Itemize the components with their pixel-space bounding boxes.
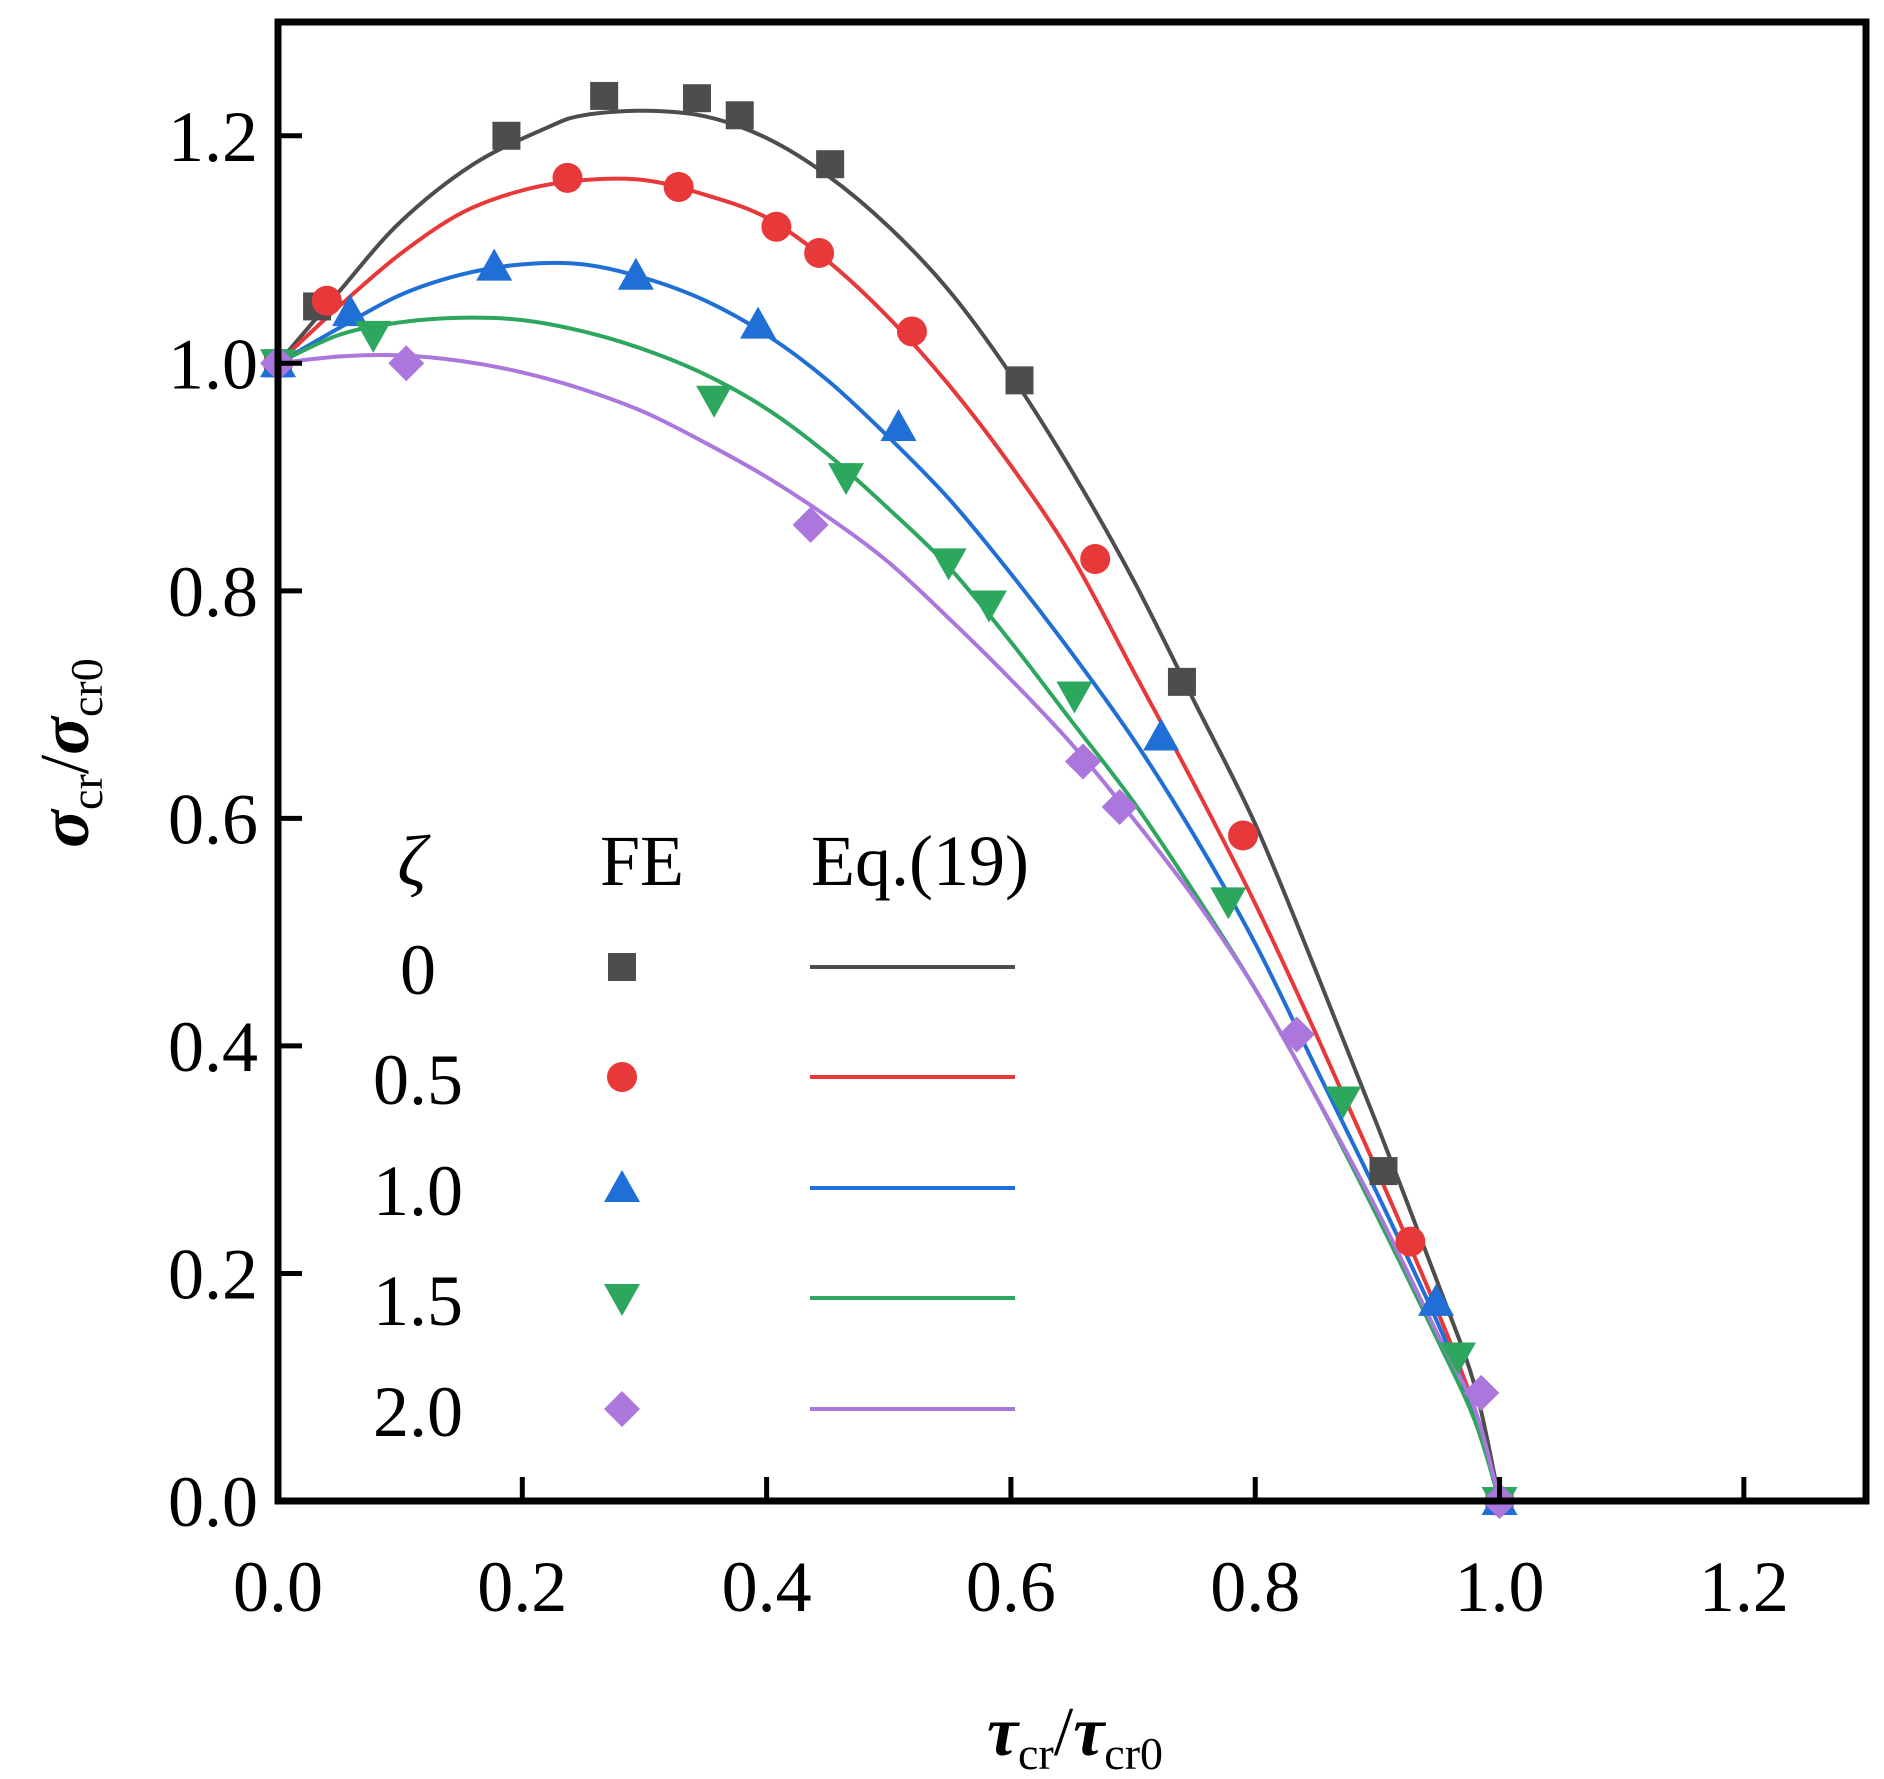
- y-tick-label: 0.6: [168, 779, 258, 859]
- fe-point-zeta-2.0: [792, 506, 829, 543]
- axis-ticks: 0.0 0.2 0.4 0.6 0.8 1.0 1.2 0.0 0.2 0.4 0.6 0.8 1.0 1…: [168, 97, 1789, 1627]
- fe-point-zeta-2.0: [1463, 1374, 1500, 1411]
- fe-point-zeta-0.5: [1228, 820, 1259, 851]
- y-axis-label-main2: σ: [27, 715, 104, 755]
- fe-point-zeta-0.5: [311, 285, 342, 316]
- fe-point-zeta-1.0: [332, 294, 369, 327]
- x-axis-label: τcr/τcr0: [987, 1694, 1163, 1779]
- legend-marker: [608, 953, 636, 981]
- legend-header-eq: Eq.(19): [811, 821, 1029, 901]
- fe-point-zeta-2.0: [1278, 1016, 1315, 1053]
- legend-label: 1.0: [373, 1151, 463, 1231]
- fe-point-zeta-1.5: [696, 385, 733, 418]
- y-tick-label: 0.4: [168, 1007, 258, 1087]
- fe-point-zeta-1.5: [1440, 1342, 1477, 1375]
- fe-point-zeta-0.5: [896, 316, 927, 347]
- legend-label: 2.0: [373, 1372, 463, 1452]
- legend-marker: [604, 1391, 640, 1427]
- legend-label: 0.5: [373, 1040, 463, 1120]
- x-tick-label: 0.0: [233, 1547, 323, 1627]
- x-tick-label: 0.6: [966, 1547, 1056, 1627]
- y-tick-label: 1.0: [168, 324, 258, 404]
- fe-point-zeta-1.0: [1143, 718, 1180, 751]
- fe-point-zeta-0: [1369, 1157, 1398, 1186]
- legend-label: 0: [400, 930, 436, 1010]
- fe-point-zeta-0: [682, 84, 711, 113]
- fe-point-zeta-1.5: [1056, 681, 1093, 714]
- legend-rows: 0 0.5 1.0 1.5 2.0: [373, 930, 1015, 1452]
- fe-point-zeta-0: [725, 101, 754, 130]
- y-axis-label-sub: cr: [61, 774, 112, 810]
- fe-point-zeta-1.0: [880, 409, 917, 442]
- x-tick-label: 0.8: [1210, 1547, 1300, 1627]
- legend-marker: [607, 1062, 637, 1092]
- fe-point-zeta-0.5: [1080, 543, 1111, 574]
- fe-point-zeta-0: [1167, 667, 1196, 696]
- fe-point-zeta-1.0: [740, 306, 777, 339]
- y-tick-label: 0.2: [168, 1234, 258, 1314]
- fit-curves: [276, 108, 1502, 1502]
- fe-point-zeta-0.5: [804, 237, 835, 268]
- y-tick-label: 1.2: [168, 97, 258, 177]
- fe-point-zeta-1.5: [930, 548, 967, 581]
- x-tick-label: 1.2: [1699, 1547, 1789, 1627]
- x-axis-label-sub2: cr0: [1104, 1728, 1163, 1779]
- curve-zeta-1.0: [276, 260, 1502, 1502]
- x-axis-label-main2: τ: [1073, 1694, 1106, 1771]
- y-tick-label: 0.8: [168, 552, 258, 632]
- fe-point-zeta-1.0: [1418, 1283, 1455, 1316]
- fe-point-zeta-0.5: [663, 171, 694, 202]
- legend-label: 1.5: [373, 1261, 463, 1341]
- fe-point-zeta-2.0: [388, 345, 425, 382]
- fe-markers: [260, 81, 1518, 1519]
- x-tick-label: 0.2: [477, 1547, 567, 1627]
- fe-point-zeta-0: [590, 81, 619, 110]
- fe-point-zeta-0: [816, 150, 845, 179]
- plot-frame: [274, 18, 1870, 1505]
- fe-point-zeta-1.5: [355, 320, 392, 353]
- fe-point-zeta-0.5: [761, 211, 792, 242]
- fe-point-zeta-1.5: [1210, 887, 1247, 920]
- legend-header-param: ζ: [397, 821, 431, 901]
- fe-point-zeta-1.5: [970, 590, 1007, 623]
- x-axis-label-sub: cr: [1018, 1728, 1054, 1779]
- legend-marker: [604, 1170, 640, 1202]
- legend-header-fe: FE: [600, 821, 684, 901]
- legend-marker: [604, 1284, 640, 1316]
- y-axis-label-main: σ: [27, 808, 104, 848]
- fe-point-zeta-1.5: [1325, 1086, 1362, 1119]
- fe-point-zeta-2.0: [1101, 789, 1138, 826]
- x-axis-label-main: τ: [987, 1694, 1020, 1771]
- fe-point-zeta-0: [492, 121, 521, 150]
- curve-zeta-2.0: [277, 353, 1502, 1502]
- x-tick-label: 0.4: [722, 1547, 812, 1627]
- y-axis-label-sub2: cr0: [61, 658, 112, 717]
- fe-point-zeta-2.0: [1064, 743, 1101, 780]
- fe-point-zeta-1.5: [828, 463, 865, 496]
- fe-point-zeta-0.5: [1395, 1226, 1426, 1257]
- fe-point-zeta-1.0: [476, 248, 513, 281]
- fe-point-zeta-0.5: [552, 162, 583, 193]
- x-axis-label-slash: /: [1054, 1694, 1074, 1771]
- x-tick-label: 1.0: [1455, 1547, 1545, 1627]
- curve-zeta-0: [276, 108, 1502, 1502]
- y-tick-label: 0.0: [168, 1462, 258, 1542]
- y-axis-label-slash: /: [27, 754, 104, 774]
- fe-point-zeta-1.0: [617, 257, 654, 290]
- y-axis-label: σcr/σcr0: [27, 658, 112, 847]
- fe-point-zeta-0: [1005, 366, 1034, 395]
- legend: ζ FE Eq.(19) 0 0.5 1.0 1.5 2.0: [373, 821, 1029, 1452]
- curve-zeta-0.5: [276, 176, 1502, 1502]
